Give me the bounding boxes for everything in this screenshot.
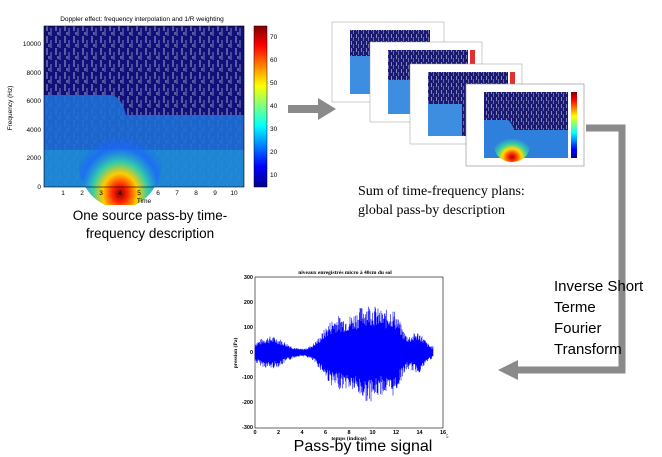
xtick-1: 1 — [61, 190, 65, 197]
spectrogram-yticks: 0 2000 4000 6000 8000 10000 — [23, 41, 41, 191]
sy-m100: -100 — [242, 375, 253, 381]
ytick-2000: 2000 — [27, 155, 42, 162]
sx-14: 14 — [416, 430, 423, 436]
stacked-spectrograms — [331, 21, 585, 167]
spectrogram-title: Doppler effect: frequency interpolation … — [60, 16, 224, 23]
spectrogram-frame — [43, 25, 245, 188]
stack-card-4 — [465, 83, 585, 167]
cbar-70: 70 — [270, 34, 278, 41]
sy-200: 200 — [244, 300, 253, 306]
spectrogram-colorbar — [253, 25, 268, 188]
xtick-10: 10 — [230, 190, 238, 197]
signal-ylabel: pression (Pa) — [232, 338, 239, 369]
cbar-10: 10 — [270, 172, 278, 179]
signal-yticks: 300 200 100 0 -100 -200 -300 — [242, 275, 253, 431]
sx-8: 8 — [347, 430, 350, 436]
signal-title: niveaux enregistrés micro à 40cm du sol — [298, 270, 392, 276]
xtick-2: 2 — [80, 190, 84, 197]
sx-6: 6 — [324, 430, 327, 436]
sy-100: 100 — [244, 325, 253, 331]
sx-4: 4 — [300, 430, 304, 436]
ytick-6000: 6000 — [27, 98, 42, 105]
signal-x-exponent: 5 — [446, 435, 449, 440]
xtick-3: 3 — [99, 190, 103, 197]
signal-waveform — [254, 306, 434, 402]
spectrogram-caption: One source pass-by time- frequency descr… — [72, 208, 228, 241]
xtick-8: 8 — [194, 190, 198, 197]
cbar-60: 60 — [270, 57, 278, 64]
sy-300: 300 — [244, 275, 253, 281]
right-arrow — [288, 98, 336, 120]
spectrogram-figure: Doppler effect: frequency interpolation … — [7, 16, 278, 205]
ytick-0: 0 — [37, 184, 41, 191]
cbar-30: 30 — [270, 126, 278, 133]
ytick-8000: 8000 — [27, 70, 42, 77]
sx-10: 10 — [369, 430, 375, 436]
ytick-4000: 4000 — [27, 127, 42, 134]
xtick-7: 7 — [175, 190, 179, 197]
spectrogram-xticks: 1 2 3 4 5 6 7 8 9 10 — [61, 190, 238, 197]
sx-16: 16 — [440, 430, 446, 436]
sy-m200: -200 — [242, 400, 253, 406]
signal-xlabel: temps (indices) — [331, 435, 366, 442]
xtick-5: 5 — [137, 190, 141, 197]
signal-caption: Pass-by time signal — [293, 438, 433, 455]
ytick-10000: 10000 — [23, 41, 41, 48]
signal-xticks: 0 2 4 6 8 10 12 14 16 — [253, 430, 446, 436]
sx-12: 12 — [393, 430, 399, 436]
cbar-20: 20 — [270, 149, 278, 156]
stack-caption: Sum of time-frequency plans: global pass… — [358, 184, 525, 218]
sx-0: 0 — [253, 430, 256, 436]
transform-label: Inverse Short Terme Fourier Transform — [554, 278, 644, 358]
xtick-6: 6 — [156, 190, 160, 197]
inverse-transform-arrow — [498, 124, 626, 380]
spectrogram-hotspot — [78, 112, 162, 205]
sy-m300: -300 — [242, 425, 253, 431]
spectrogram-ylabel: Frequency (Hz) — [7, 86, 14, 131]
colorbar-ticks: 70 60 50 40 30 20 10 — [270, 34, 278, 179]
cbar-40: 40 — [270, 103, 278, 110]
sx-2: 2 — [277, 430, 280, 436]
time-signal-figure: niveaux enregistrés micro à 40cm du sol … — [232, 270, 449, 442]
spectrogram-xlabel: Time — [137, 198, 152, 205]
xtick-9: 9 — [213, 190, 217, 197]
signal-trace — [254, 306, 434, 402]
xtick-4: 4 — [118, 190, 122, 197]
cbar-50: 50 — [270, 80, 278, 87]
sy-0: 0 — [250, 350, 253, 356]
